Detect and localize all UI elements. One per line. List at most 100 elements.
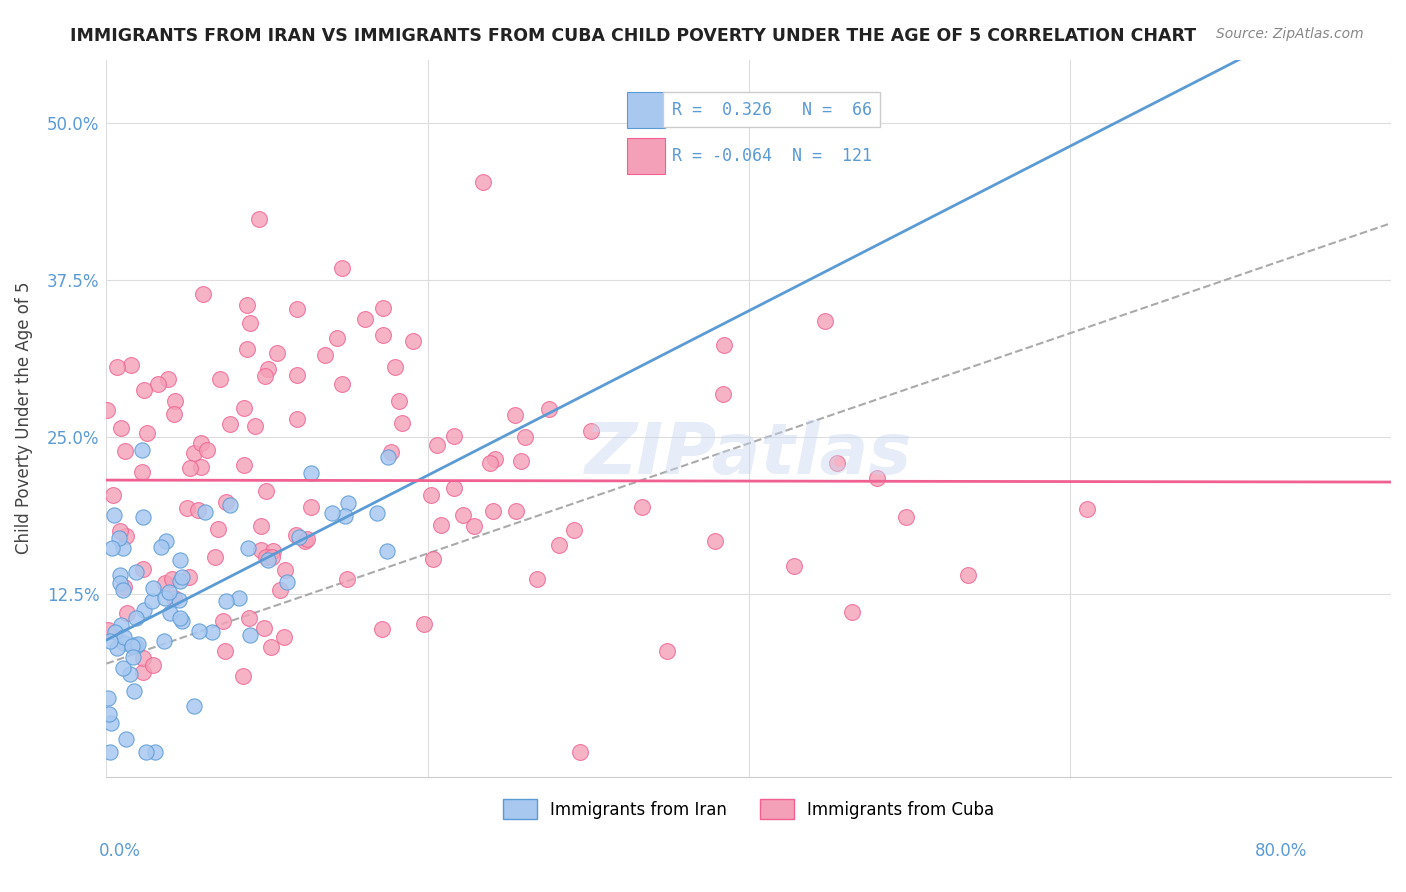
Immigrants from Cuba <box>314 348 336 362</box>
Immigrants from Iran <box>120 667 142 681</box>
Immigrants from Cuba <box>866 471 889 485</box>
Immigrants from Cuba <box>179 570 201 584</box>
Immigrants from Iran <box>183 698 205 713</box>
Immigrants from Iran <box>335 508 357 523</box>
Immigrants from Cuba <box>238 610 260 624</box>
Immigrants from Cuba <box>114 443 136 458</box>
Immigrants from Cuba <box>131 650 153 665</box>
Immigrants from Iran <box>107 531 129 545</box>
Immigrants from Cuba <box>274 563 297 577</box>
Immigrants from Cuba <box>463 519 485 533</box>
Immigrants from Iran <box>228 591 250 605</box>
Immigrants from Iran <box>239 628 262 642</box>
Immigrants from Cuba <box>218 417 240 432</box>
Immigrants from Iran <box>110 618 132 632</box>
Immigrants from Cuba <box>215 495 238 509</box>
Immigrants from Cuba <box>420 488 443 502</box>
Immigrants from Iran <box>157 584 180 599</box>
Immigrants from Iran <box>276 575 298 590</box>
Immigrants from Cuba <box>336 572 359 586</box>
Immigrants from Cuba <box>426 438 449 452</box>
Immigrants from Iran <box>155 591 177 605</box>
Immigrants from Iran <box>112 630 135 644</box>
Immigrants from Cuba <box>208 372 231 386</box>
Immigrants from Iran <box>215 594 238 608</box>
Immigrants from Iran <box>142 582 165 596</box>
Immigrants from Iran <box>98 634 121 648</box>
Immigrants from Cuba <box>236 298 259 312</box>
Immigrants from Cuba <box>285 301 308 316</box>
Text: R =  0.326   N =  66: R = 0.326 N = 66 <box>672 101 872 119</box>
Immigrants from Cuba <box>537 402 560 417</box>
Immigrants from Iran <box>103 508 125 523</box>
Immigrants from Cuba <box>370 622 392 636</box>
Immigrants from Cuba <box>212 615 235 629</box>
Immigrants from Iran <box>125 611 148 625</box>
Immigrants from Cuba <box>239 316 262 330</box>
Immigrants from Cuba <box>131 465 153 479</box>
Immigrants from Cuba <box>894 509 917 524</box>
Immigrants from Iran <box>132 509 155 524</box>
Immigrants from Cuba <box>134 384 156 398</box>
Immigrants from Cuba <box>443 428 465 442</box>
Immigrants from Iran <box>114 731 136 746</box>
Text: R = -0.064  N =  121: R = -0.064 N = 121 <box>672 147 872 165</box>
Immigrants from Iran <box>172 570 194 584</box>
Immigrants from Cuba <box>478 456 501 470</box>
Immigrants from Iran <box>124 565 146 579</box>
Immigrants from Cuba <box>841 605 863 619</box>
Immigrants from Cuba <box>513 430 536 444</box>
Immigrants from Iran <box>169 553 191 567</box>
Immigrants from Iran <box>159 607 181 621</box>
Immigrants from Iran <box>121 639 143 653</box>
Immigrants from Iran <box>375 543 398 558</box>
Immigrants from Iran <box>150 541 173 555</box>
Immigrants from Iran <box>337 496 360 510</box>
Immigrants from Cuba <box>713 338 735 352</box>
Immigrants from Cuba <box>371 301 394 316</box>
Immigrants from Cuba <box>101 488 124 502</box>
Immigrants from Cuba <box>422 552 444 566</box>
Immigrants from Cuba <box>451 508 474 523</box>
Immigrants from Cuba <box>257 361 280 376</box>
Text: Source: ZipAtlas.com: Source: ZipAtlas.com <box>1216 27 1364 41</box>
Immigrants from Cuba <box>579 424 602 438</box>
Text: IMMIGRANTS FROM IRAN VS IMMIGRANTS FROM CUBA CHILD POVERTY UNDER THE AGE OF 5 CO: IMMIGRANTS FROM IRAN VS IMMIGRANTS FROM … <box>70 27 1197 45</box>
Immigrants from Cuba <box>193 287 215 301</box>
Immigrants from Cuba <box>285 368 308 382</box>
Immigrants from Iran <box>108 568 131 582</box>
Immigrants from Cuba <box>254 483 277 498</box>
Immigrants from Cuba <box>295 532 318 546</box>
Immigrants from Cuba <box>254 369 277 384</box>
Immigrants from Iran <box>201 624 224 639</box>
Immigrants from Cuba <box>482 504 505 518</box>
Immigrants from Cuba <box>384 360 406 375</box>
Immigrants from Iran <box>219 498 242 512</box>
Immigrants from Iran <box>134 602 156 616</box>
Immigrants from Cuba <box>233 401 256 415</box>
Immigrants from Iran <box>112 636 135 650</box>
Immigrants from Cuba <box>105 360 128 375</box>
FancyBboxPatch shape <box>627 138 665 174</box>
Immigrants from Cuba <box>285 412 308 426</box>
Immigrants from Cuba <box>956 567 979 582</box>
Immigrants from Cuba <box>207 522 229 536</box>
Immigrants from Cuba <box>548 538 571 552</box>
Immigrants from Cuba <box>294 534 316 549</box>
Immigrants from Iran <box>98 745 121 759</box>
Immigrants from Cuba <box>110 524 132 538</box>
Immigrants from Cuba <box>179 461 201 475</box>
Immigrants from Cuba <box>97 624 120 638</box>
Immigrants from Iran <box>167 593 190 607</box>
Immigrants from Cuba <box>443 481 465 495</box>
Immigrants from Cuba <box>190 436 212 450</box>
Immigrants from Iran <box>366 506 388 520</box>
Immigrants from Iran <box>288 530 311 544</box>
Immigrants from Cuba <box>155 576 177 591</box>
Immigrants from Iran <box>127 638 149 652</box>
Immigrants from Iran <box>236 541 259 555</box>
Immigrants from Cuba <box>120 358 142 372</box>
Immigrants from Cuba <box>260 640 283 654</box>
Immigrants from Cuba <box>142 658 165 673</box>
Immigrants from Iran <box>170 615 193 629</box>
